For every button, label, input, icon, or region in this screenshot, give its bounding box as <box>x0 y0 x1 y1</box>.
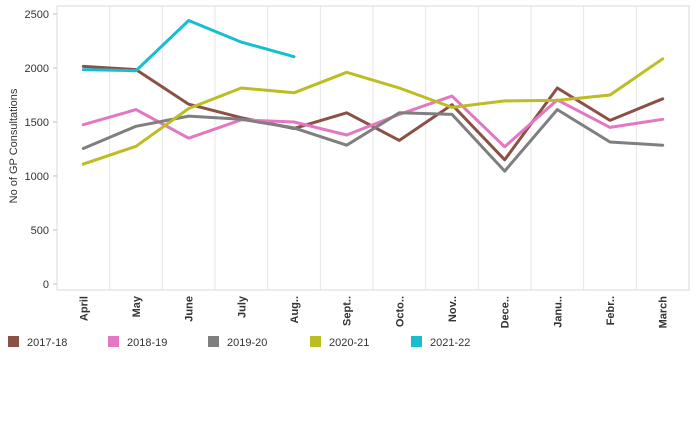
y-tick-label: 1000 <box>25 171 49 183</box>
legend-item-2018-19[interactable]: 2018-19 <box>108 336 167 349</box>
legend-item-2019-20[interactable]: 2019-20 <box>208 336 267 349</box>
legend-label: 2017-18 <box>27 337 67 349</box>
legend-swatch <box>108 336 119 347</box>
legend-swatch <box>310 336 321 347</box>
legend-item-2017-18[interactable]: 2017-18 <box>8 336 67 349</box>
x-tick-label: June <box>184 296 196 322</box>
x-tick-label: April <box>78 296 90 321</box>
x-tick-label: Aug.. <box>289 296 301 324</box>
grid <box>109 6 637 290</box>
x-axis: April May June July Aug.. Sept.. Octo.. Nov.. De… <box>78 295 669 328</box>
x-tick-label: Febr.. <box>605 296 617 325</box>
y-axis-title: No of GP Consultations <box>8 88 20 203</box>
x-tick-label: Sept.. <box>342 296 354 326</box>
y-axis: 0 500 1000 1500 2000 2500 <box>25 9 57 291</box>
x-tick-label: Nov.. <box>447 296 459 322</box>
y-tick-label: 2500 <box>25 9 49 21</box>
y-tick-label: 1500 <box>25 117 49 129</box>
series-line-2019-20 <box>81 108 665 173</box>
legend-item-2021-22[interactable]: 2021-22 <box>411 336 470 349</box>
x-tick-label: Octo.. <box>394 296 406 327</box>
plot-frame <box>56 5 690 291</box>
y-tick-label: 2000 <box>25 63 49 75</box>
legend-swatch <box>8 336 19 347</box>
y-tick-label: 500 <box>31 225 49 237</box>
x-tick-label: March <box>658 296 670 329</box>
legend-swatch <box>411 336 422 347</box>
legend-item-2020-21[interactable]: 2020-21 <box>310 336 369 349</box>
legend-label: 2018-19 <box>127 337 167 349</box>
x-tick-label: Janu.. <box>552 296 564 328</box>
legend-swatch <box>208 336 219 347</box>
series-line-2020-21 <box>81 57 665 166</box>
x-tick-label: May <box>131 295 143 317</box>
legend: 2017-18 2018-19 2019-20 2020-21 2021-22 <box>8 336 470 349</box>
x-tick-label: July <box>236 295 248 318</box>
y-tick-label: 0 <box>43 279 49 291</box>
legend-label: 2021-22 <box>430 337 470 349</box>
legend-label: 2019-20 <box>227 337 267 349</box>
legend-label: 2020-21 <box>329 337 369 349</box>
series <box>81 19 665 173</box>
series-line-2018-19 <box>81 94 665 149</box>
series-line-2017-18 <box>81 64 665 162</box>
series-line-2021-22 <box>81 19 296 73</box>
x-tick-label: Dece.. <box>500 296 512 328</box>
